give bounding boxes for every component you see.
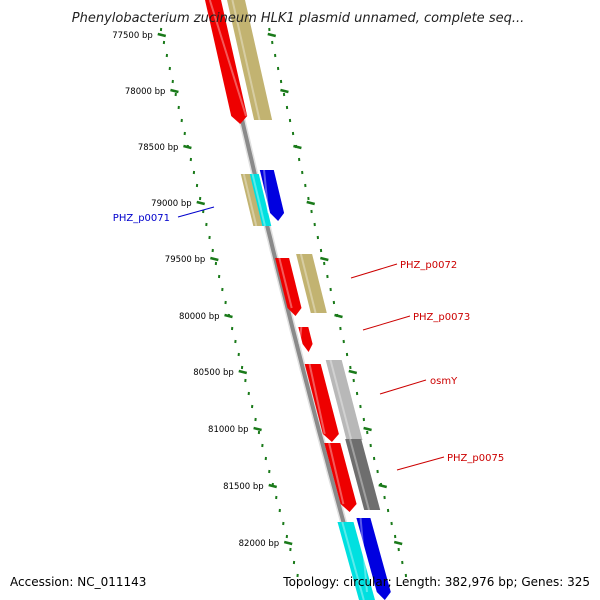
major-tick-right [306, 200, 316, 206]
major-tick-right [393, 540, 403, 546]
tick-label: 80000 bp [179, 312, 220, 322]
red-gene-block-highlight [208, 0, 247, 117]
major-tick-right [280, 88, 289, 94]
blue-gene-block-highlight [359, 517, 368, 593]
major-tick-left [196, 200, 206, 206]
red-gene-block [304, 364, 339, 442]
major-tick-left [268, 483, 278, 489]
gene-label-leader [396, 456, 445, 471]
accession-text: Accession: NC_011143 [10, 575, 146, 589]
gene-label-leader [350, 263, 398, 279]
khaki-gene-block [240, 174, 264, 226]
major-tick-left [183, 144, 192, 150]
tick-label: 79500 bp [165, 255, 206, 265]
blue-gene-block [356, 518, 391, 600]
red-gene-block-highlight [328, 442, 345, 505]
lightgray-gene-block [325, 360, 363, 440]
gene-label-leader [362, 315, 411, 331]
gene-labels: PHZ_p0071 PHZ_p0072 PHZ_p0073 osmY PHZ_p0075 [113, 206, 504, 471]
khaki-gene-block [227, 0, 273, 120]
major-tick-right [334, 313, 343, 319]
khaki-gene-block-highlight [242, 173, 258, 227]
gene-label: PHZ_p0075 [447, 453, 504, 464]
red-gene-block-highlight [308, 363, 326, 435]
major-tick-right [348, 369, 358, 375]
tick-label: 81500 bp [223, 482, 264, 492]
red-gene-block [205, 0, 248, 124]
lightgray-gene-block-highlight [329, 359, 353, 441]
gene-label-leader [379, 379, 427, 395]
gene-label: PHZ_p0073 [413, 312, 470, 323]
genome-summary-text: Topology: circular; Length: 382,976 bp; … [282, 575, 590, 589]
darkgray-gene-block-highlight [349, 438, 370, 511]
tick-label: 78000 bp [125, 87, 166, 97]
khaki-gene-block-highlight [299, 253, 317, 314]
blue-gene-block [259, 170, 285, 221]
major-tick-right [267, 32, 277, 38]
red-gene-block [298, 327, 313, 352]
major-tick-left [283, 540, 293, 546]
major-tick-left [157, 32, 167, 38]
gene-features [205, 0, 391, 600]
tick-label: 78500 bp [138, 143, 179, 153]
cyan-gene-block [337, 522, 375, 600]
darkgray-gene-block [345, 439, 381, 510]
scale-ticks: 77500 bp 78000 bp 78500 bp 79000 bp 79500 bp… [112, 27, 408, 578]
major-tick-right [378, 483, 388, 489]
major-tick-right [363, 426, 372, 432]
tick-label: 80500 bp [193, 368, 234, 378]
major-tick-right [320, 256, 329, 262]
major-tick-left [238, 369, 248, 375]
major-tick-right [293, 144, 302, 150]
tick-label: 77500 bp [112, 31, 153, 41]
gene-label: PHZ_p0072 [400, 260, 457, 271]
tick-label: 79000 bp [151, 199, 192, 209]
red-gene-block [275, 258, 302, 316]
major-tick-left [224, 313, 233, 319]
blue-gene-block-highlight [263, 169, 270, 214]
tick-label: 81000 bp [208, 425, 249, 435]
map-title: Phenylobacterium zucineum HLK1 plasmid u… [72, 11, 524, 26]
cyan-gene-block-highlight [341, 521, 365, 600]
cyan-gene-block [249, 174, 272, 226]
gene-label-leader [177, 206, 215, 218]
gene-label: PHZ_p0071 [113, 213, 170, 224]
khaki-gene-block-highlight [231, 0, 261, 121]
cyan-gene-block-highlight [251, 173, 266, 227]
red-gene-block-highlight [298, 326, 303, 345]
major-tick-left [170, 88, 179, 94]
gene-label: osmY [430, 376, 458, 387]
red-gene-block-highlight [278, 257, 293, 309]
tick-label: 82000 bp [239, 539, 280, 549]
major-tick-left [210, 256, 219, 262]
khaki-gene-block [296, 254, 327, 313]
red-gene-block [324, 443, 357, 512]
major-tick-left [253, 426, 262, 432]
